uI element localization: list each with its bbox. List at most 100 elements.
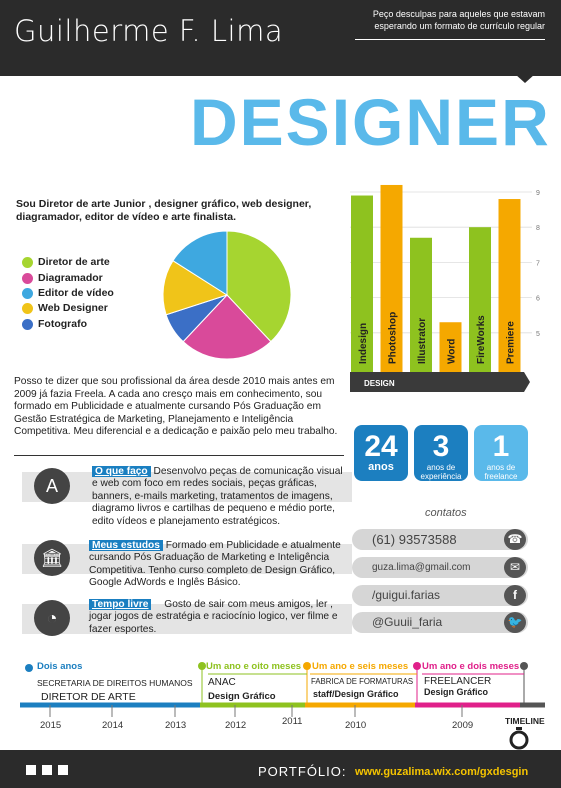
block-band [22,472,352,502]
timeline-role: DIRETOR DE ARTE [41,691,136,703]
y-tick-label: 9 [536,190,540,197]
bar-indesign [351,195,373,372]
portfolio-label: PORTFÓLIO: [258,764,347,779]
legend-dot [22,257,33,268]
legend-label: Fotografo [38,318,87,330]
footer-bar [0,750,561,788]
bar-word [439,322,462,372]
clapperboard-icon [58,765,68,775]
person-name: Guilherme F. Lima [14,14,284,48]
stat-experience: 3 anos de experiência [414,425,468,481]
design-axis-label: DESIGN [364,379,395,388]
bar-label: Photoshop [388,312,399,364]
timeline-duration: Dois anos [37,661,83,672]
stat-number: 1 [492,430,510,463]
stat-label: anos de freelance [484,463,518,481]
legend-dot [22,303,33,314]
block-band [22,604,352,634]
block-body: Desenvolvo peças de comunicação visual e… [92,466,343,527]
timeline-year: 2010 [345,720,367,731]
header-notch [515,74,535,83]
legend-item: Editor de vídeo [22,287,114,299]
block-body: Gosto de sair com meus amigos, ler , jog… [89,599,338,635]
legend-label: Diagramador [38,272,103,284]
timeline-duration: Um ano e dois meses [422,661,520,672]
portfolio-link[interactable]: www.guzalima.wix.com/gxdesgin [355,766,529,778]
contact-email[interactable]: guza.lima@gmail.com ✉ [352,557,528,578]
legend-dot [22,288,33,299]
stat-number: 3 [432,430,450,463]
block-body: Formado em Publicidade e atualmente curs… [89,540,341,589]
pacman-icon: ◔ [34,600,70,636]
timeline-duration: Um ano e oito meses [206,661,302,672]
bar-label: Indesign [358,323,369,364]
legend-label: Diretor de arte [38,256,110,268]
bar-fireworks [469,227,491,372]
contact-phone: (61) 93573588 ☎ [352,529,528,550]
pie-slices [162,230,292,360]
timeline-role: Design Gráfico [208,691,276,702]
block-studies: Meus estudos Formado em Publicidade e at… [89,540,351,590]
pencil-icon [26,765,36,775]
contact-facebook[interactable]: /guigui.farias f [352,585,528,606]
timeline-place: SECRETARIA DE DIREITOS HUMANOS [37,678,193,688]
legend-dot [22,319,33,330]
timeline-year: 2013 [165,720,187,731]
intro-text: Sou Diretor de arte Junior , designer gr… [16,198,312,223]
pie-slice-web-designer [162,260,229,316]
bar-photoshop [380,184,403,372]
design-axis-band [350,372,530,392]
contacts-title: contatos [425,507,467,519]
bar-label: Premiere [506,321,517,364]
header-apology: Peço desculpas para aqueles que estavam … [372,9,545,31]
y-tick-label: 7 [536,260,540,267]
institution-icon: 🏛 [34,540,70,576]
contact-text: /guigui.farias [372,588,441,602]
block-what-i-do: O que faço Desenvolvo peças de comunicaç… [92,466,350,528]
stat-age: 24 anos [354,425,408,481]
legend-item: Web Designer [22,302,108,314]
block-band [22,544,352,574]
facebook-icon: f [504,585,526,606]
timeline-place: ANAC [208,677,236,688]
camera-icon [42,765,52,775]
timeline-label: TIMELINE [505,716,545,726]
bar-series: Indesign Photoshop Illustrator Word FireWork… [351,184,521,372]
tool-icons [26,762,86,776]
header-divider [355,39,545,40]
timeline-year: 2014 [102,720,124,731]
stat-number: 24 [364,430,398,463]
page-title: DESIGNER [190,85,551,159]
app-store-icon: A [34,468,70,504]
timeline-role: Design Gráfico [424,687,489,697]
contact-twitter[interactable]: @Guuii_faria 🐦 [352,612,528,633]
timeline-year: 2015 [40,720,62,731]
timeline-dot [25,664,33,672]
stat-label: anos de experiência [420,463,462,481]
twitter-icon: 🐦 [504,612,526,633]
about-paragraph: Posso te dizer que sou profissional da á… [14,376,338,438]
timeline-duration: Um ano e seis meses [312,661,409,672]
block-free-time: Tempo livre Gosto de sair com meus amigo… [89,599,351,636]
y-tick-label: 6 [536,296,540,303]
header-bar [0,0,561,76]
contact-text: @Guuii_faria [372,615,443,629]
stopwatch-icon-top [516,727,522,730]
block-heading: Meus estudos [89,540,163,551]
timeline-year: 2011 [282,716,303,727]
bar-premiere [498,199,521,372]
y-tick-label: 8 [536,225,540,232]
contact-text: (61) 93573588 [372,532,457,547]
pie-slice-diagramador [182,294,272,360]
timeline-year: 2009 [452,720,474,731]
legend-dot [22,273,33,284]
year-ticks [49,705,463,717]
bar-illustrator [410,237,432,372]
skills-pie-chart [162,230,292,360]
y-tick-label: 5 [536,331,540,338]
block-heading: Tempo livre [89,599,152,610]
legend-label: Web Designer [38,302,108,314]
stopwatch-icon [509,730,529,750]
bar-label: Illustrator [417,318,428,364]
timeline-place: FABRICA DE FORMATURAS [311,677,414,686]
